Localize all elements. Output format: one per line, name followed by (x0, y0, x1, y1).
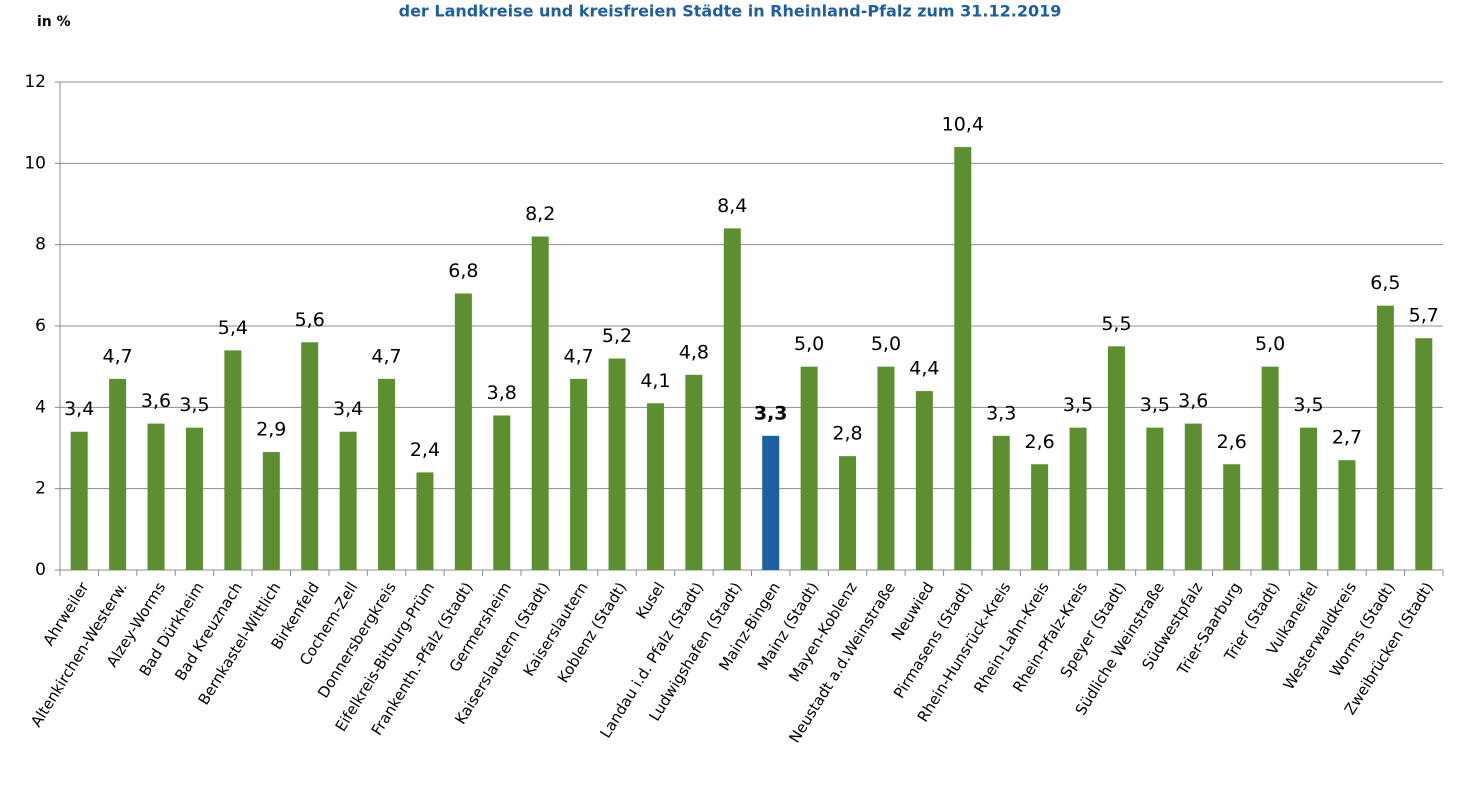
value-label: 10,4 (942, 114, 984, 136)
bar (877, 366, 895, 570)
bar (262, 452, 280, 570)
value-label: 3,5 (1063, 394, 1093, 416)
y-tick-label: 6 (35, 316, 46, 336)
value-label: 5,7 (1409, 305, 1439, 327)
value-label: 3,6 (1178, 390, 1208, 412)
y-tick-label: 2 (35, 479, 46, 499)
value-label: 2,8 (832, 423, 862, 445)
value-label: 3,5 (179, 394, 209, 416)
value-label: 3,4 (64, 398, 94, 420)
bar (454, 293, 472, 570)
value-label: 3,5 (1140, 394, 1170, 416)
bar (70, 431, 88, 570)
bar (800, 366, 818, 570)
value-label: 2,7 (1332, 427, 1362, 449)
bar (1107, 346, 1125, 570)
bar (1261, 366, 1279, 570)
bar (915, 391, 933, 570)
bar (339, 431, 357, 570)
value-label: 3,5 (1293, 394, 1323, 416)
bar (1376, 305, 1394, 570)
bar (224, 350, 242, 570)
y-axis-label: in % (37, 14, 71, 30)
value-label: 4,7 (371, 345, 401, 367)
value-label: 5,0 (794, 333, 824, 355)
bar (1146, 427, 1164, 570)
bar (416, 472, 434, 570)
value-label: 3,6 (141, 390, 171, 412)
value-label: 4,7 (103, 345, 133, 367)
bar (570, 378, 588, 570)
value-label: 6,8 (448, 260, 478, 282)
bar (147, 423, 165, 570)
bar (954, 147, 972, 571)
bar (1184, 423, 1202, 570)
bar (608, 358, 626, 570)
value-label: 4,4 (909, 358, 939, 380)
y-tick-label: 4 (35, 397, 46, 417)
bar (185, 427, 203, 570)
value-label: 2,6 (1025, 431, 1055, 453)
bar (301, 342, 319, 570)
bar (531, 236, 549, 571)
value-label: 5,6 (295, 309, 325, 331)
bar (1415, 338, 1433, 570)
y-tick-label: 0 (35, 560, 46, 580)
bar (378, 378, 396, 570)
bar (762, 435, 780, 570)
bar (1300, 427, 1318, 570)
value-label: 2,9 (256, 419, 286, 441)
bar (992, 435, 1010, 570)
y-tick-label: 12 (24, 72, 46, 92)
value-label: 8,2 (525, 203, 555, 225)
bar (493, 415, 511, 570)
value-label: 3,3 (754, 402, 788, 424)
bar (646, 403, 664, 570)
value-label: 4,7 (564, 345, 594, 367)
value-label: 3,3 (986, 402, 1016, 424)
bar (1223, 464, 1241, 570)
bar (1338, 460, 1356, 570)
value-label: 8,4 (717, 195, 747, 217)
y-tick-label: 8 (35, 235, 46, 255)
x-tick-label: Kusel (632, 579, 668, 622)
chart-title: der Landkreise und kreisfreien Städte in… (399, 2, 1062, 21)
value-label: 2,6 (1217, 431, 1247, 453)
value-label: 4,1 (640, 370, 670, 392)
value-label: 3,4 (333, 398, 363, 420)
bar (685, 374, 703, 570)
value-label: 6,5 (1370, 272, 1400, 294)
bar (839, 456, 857, 570)
value-label: 2,4 (410, 439, 440, 461)
value-label: 5,0 (1255, 333, 1285, 355)
bar (1031, 464, 1049, 570)
value-label: 4,8 (679, 341, 709, 363)
bar (723, 228, 741, 570)
value-label: 5,5 (1101, 313, 1131, 335)
bar (109, 378, 127, 570)
value-label: 3,8 (487, 382, 517, 404)
bar (1069, 427, 1087, 570)
value-label: 5,2 (602, 325, 632, 347)
value-label: 5,4 (218, 317, 248, 339)
value-label: 5,0 (871, 333, 901, 355)
y-tick-label: 10 (24, 153, 46, 173)
